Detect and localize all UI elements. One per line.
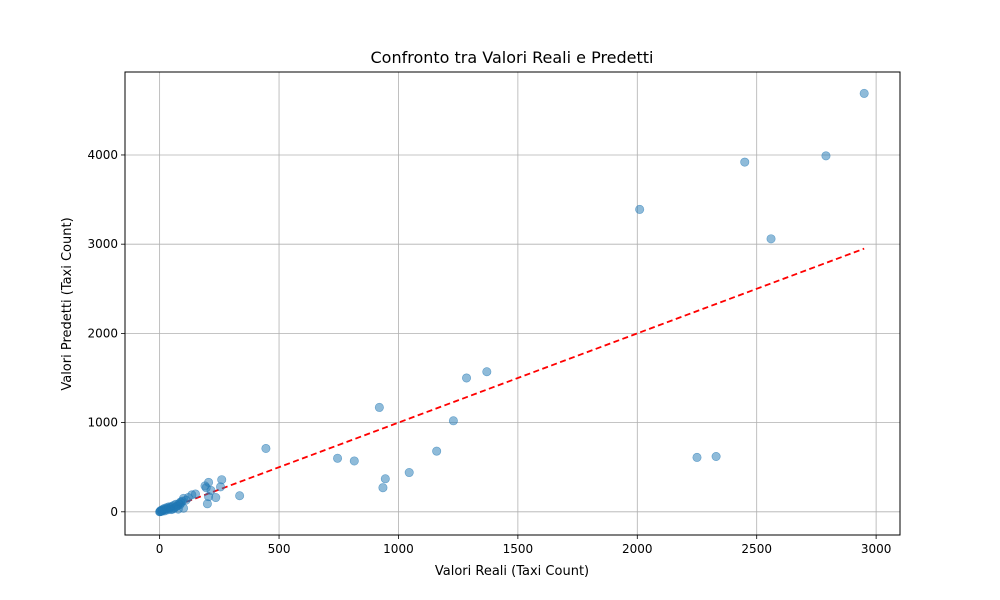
x-tick-label: 3000 bbox=[861, 542, 892, 556]
data-point bbox=[378, 483, 388, 493]
y-tick-label: 1000 bbox=[87, 416, 118, 430]
data-point bbox=[333, 453, 343, 463]
x-axis-ticks: 0 500 1000 1500 2000 2500 3000 bbox=[156, 535, 892, 556]
data-point bbox=[216, 482, 226, 492]
x-tick-label: 2000 bbox=[622, 542, 653, 556]
x-tick-label: 2500 bbox=[741, 542, 772, 556]
data-point bbox=[432, 446, 442, 456]
data-point bbox=[374, 402, 384, 412]
data-point bbox=[482, 367, 492, 377]
y-axis-ticks: 0 1000 2000 3000 4000 bbox=[87, 148, 125, 519]
data-point bbox=[380, 474, 390, 484]
y-tick-label: 4000 bbox=[87, 148, 118, 162]
reference-line-group bbox=[159, 247, 865, 513]
y-tick-label: 3000 bbox=[87, 237, 118, 251]
data-point bbox=[821, 151, 831, 161]
data-point bbox=[740, 157, 750, 167]
data-point bbox=[349, 456, 359, 466]
y-tick-label: 0 bbox=[110, 505, 118, 519]
grid-lines bbox=[125, 72, 900, 535]
y-tick-label: 2000 bbox=[87, 326, 118, 340]
x-tick-label: 0 bbox=[156, 542, 164, 556]
data-point bbox=[235, 491, 245, 501]
data-point bbox=[859, 88, 869, 98]
data-point bbox=[448, 416, 458, 426]
data-point bbox=[404, 468, 414, 478]
plot-frame bbox=[124, 71, 901, 536]
y-axis-label: Valori Predetti (Taxi Count) bbox=[60, 217, 75, 390]
data-point bbox=[462, 373, 472, 383]
x-tick-label: 500 bbox=[268, 542, 291, 556]
chart-title: Confronto tra Valori Reali e Predetti bbox=[370, 48, 653, 67]
x-axis-label: Valori Reali (Taxi Count) bbox=[435, 564, 589, 579]
data-point bbox=[766, 234, 776, 244]
data-point bbox=[635, 204, 645, 214]
x-tick-label: 1000 bbox=[383, 542, 414, 556]
x-tick-label: 1500 bbox=[503, 542, 534, 556]
data-point bbox=[261, 443, 271, 453]
data-point bbox=[711, 451, 721, 461]
reference-line bbox=[159, 247, 865, 513]
data-point bbox=[200, 481, 210, 491]
data-point bbox=[183, 493, 193, 503]
data-point bbox=[692, 452, 702, 462]
data-point bbox=[206, 485, 216, 495]
data-points bbox=[155, 88, 869, 517]
